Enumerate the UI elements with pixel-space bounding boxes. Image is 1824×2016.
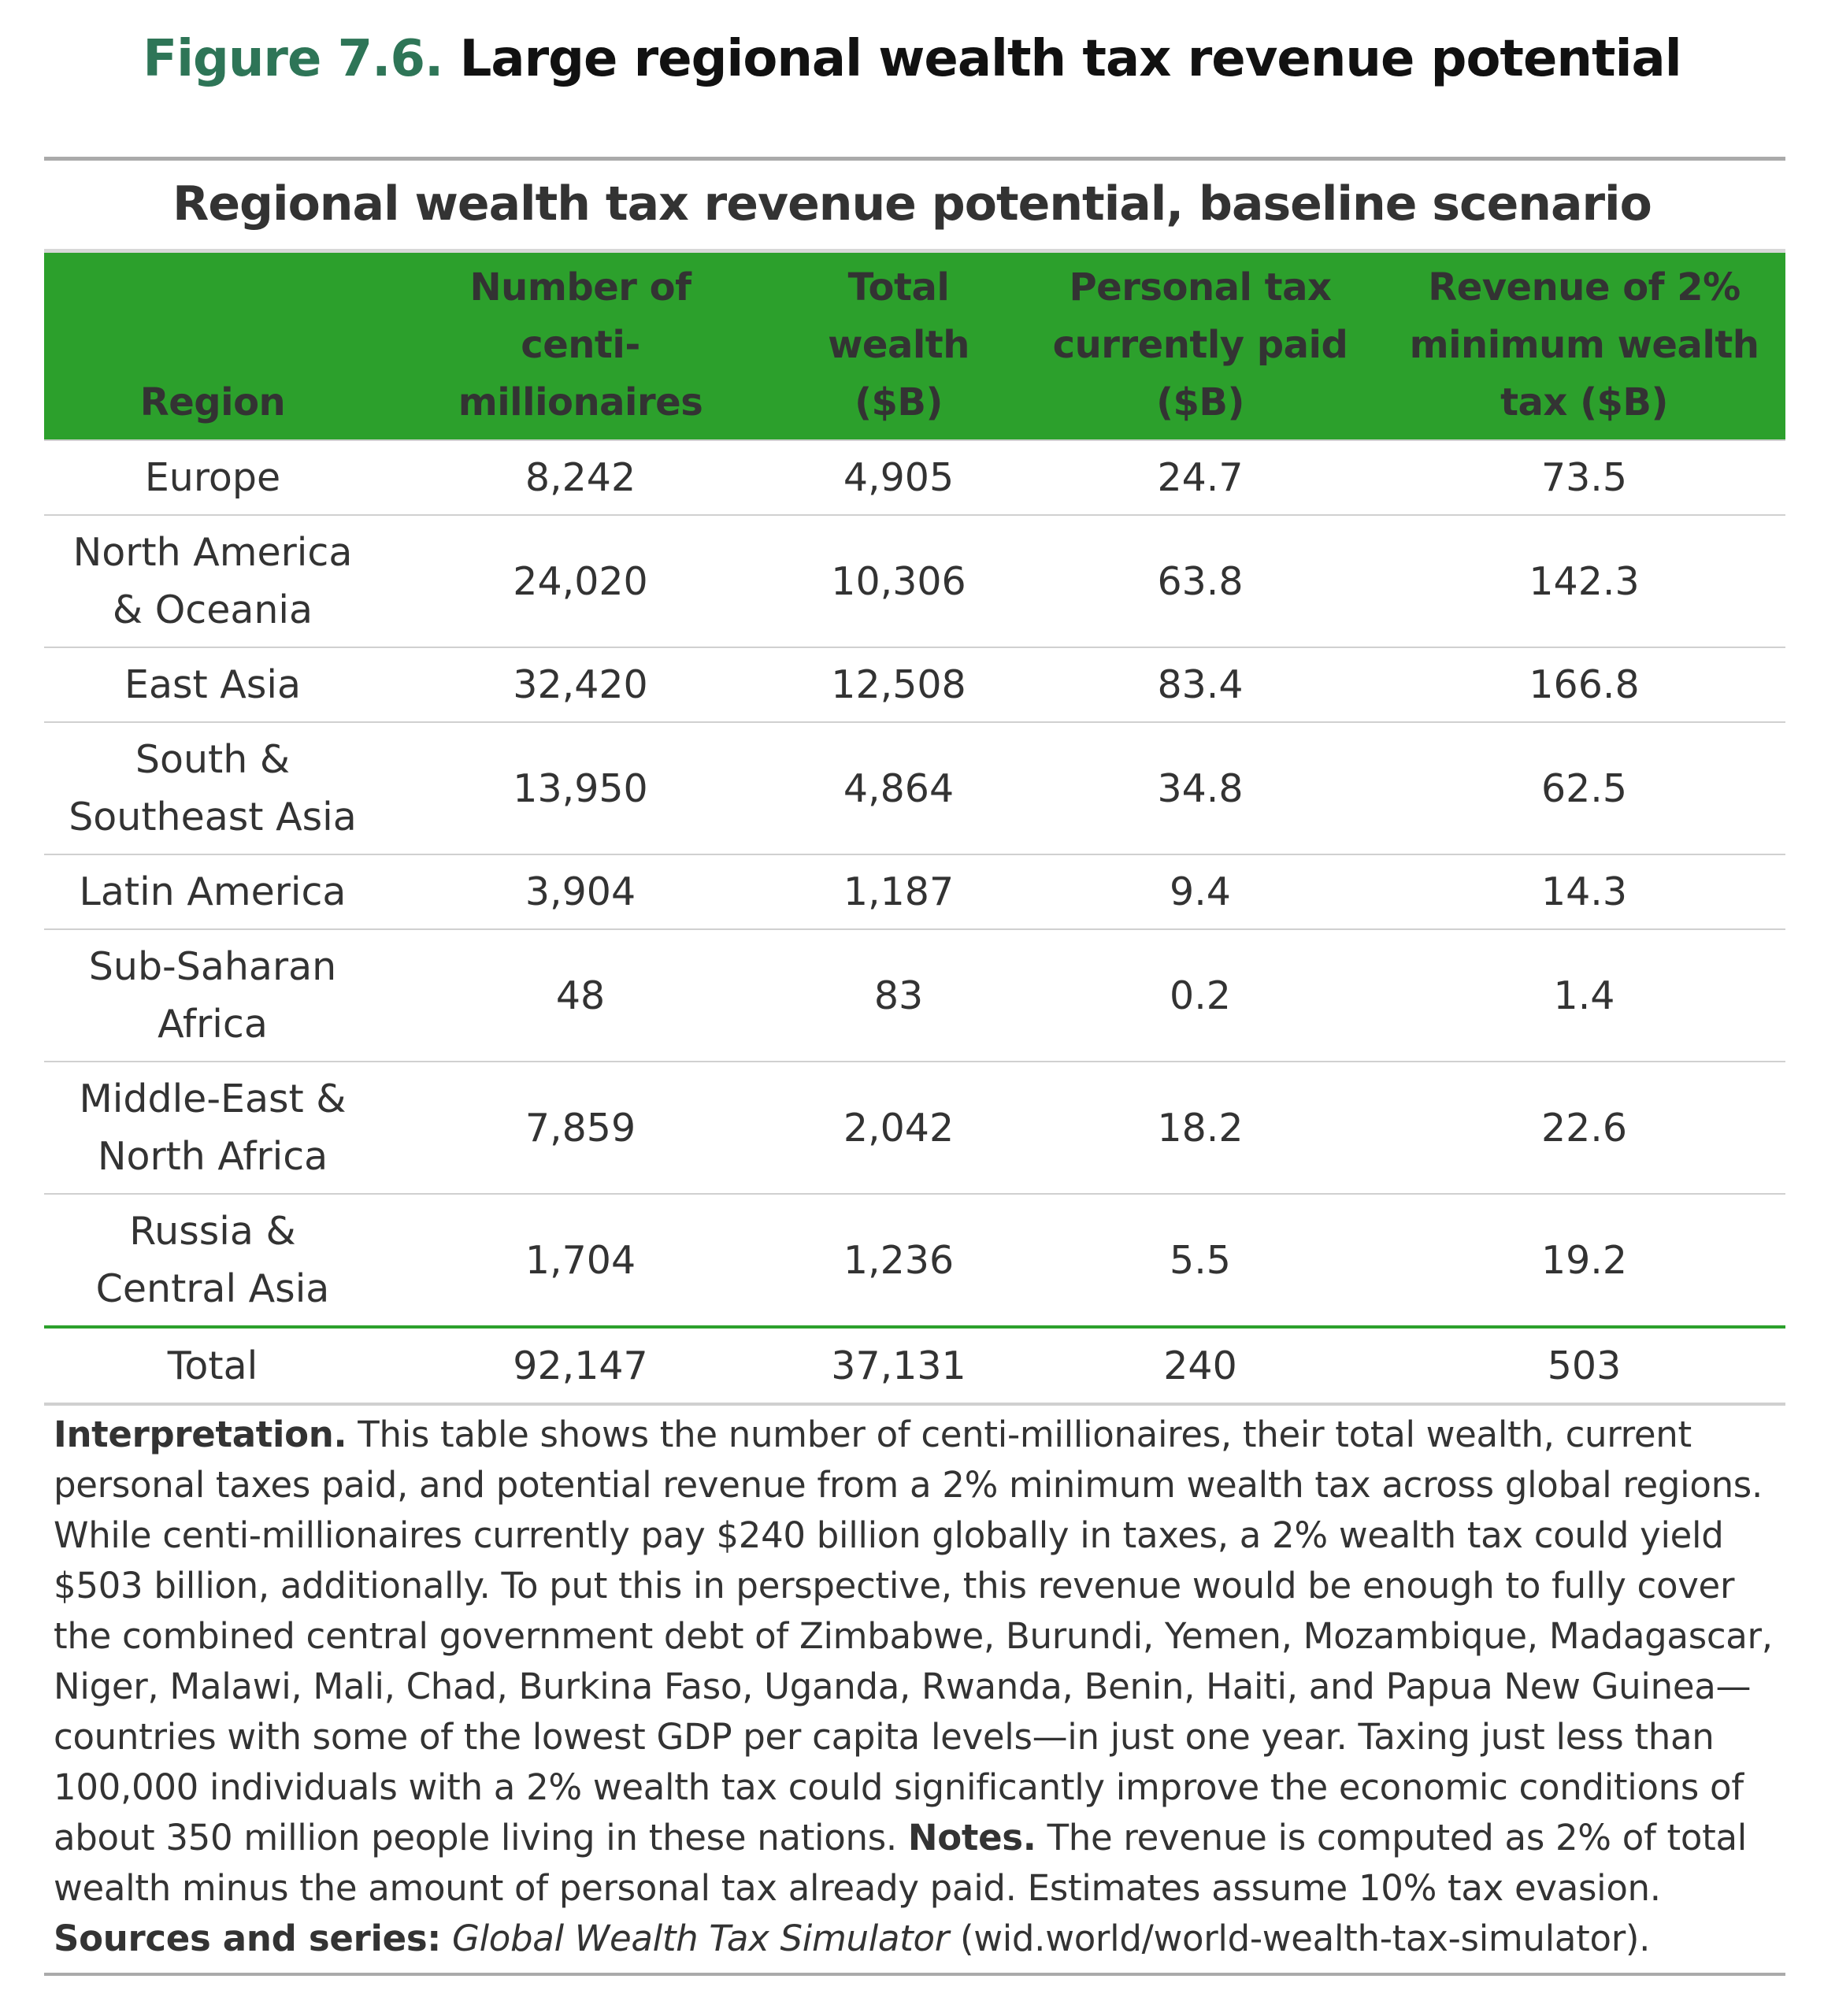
- revenue-cell: 62.5: [1383, 721, 1785, 854]
- table-header-row: Region Number of centi-millionaires Tota…: [44, 250, 1785, 440]
- tax-paid-cell: 9.4: [1018, 854, 1383, 929]
- revenue-cell: 14.3: [1383, 854, 1785, 929]
- region-cell: Europe: [44, 439, 381, 515]
- revenue-cell: 166.8: [1383, 647, 1785, 722]
- notes-paragraph: Interpretation. This table shows the num…: [54, 1410, 1790, 1964]
- tax-paid-cell: 83.4: [1018, 647, 1383, 722]
- centi-millionaires-cell: 7,859: [381, 1061, 780, 1194]
- region-cell: South & Southeast Asia: [44, 721, 381, 854]
- tax-paid-cell: 63.8: [1018, 514, 1383, 647]
- region-cell: Russia & Central Asia: [44, 1193, 381, 1327]
- figure-label: Figure 7.6.: [143, 30, 443, 88]
- column-header: Region: [139, 380, 286, 424]
- revenue-cell: 1.4: [1383, 928, 1785, 1062]
- table-row: Europe 8,242 4,905 24.7 73.5: [44, 439, 1785, 515]
- total-wealth-cell: 4,905: [780, 439, 1018, 515]
- notes-label: Notes.: [907, 1817, 1036, 1858]
- region-cell: North America & Oceania: [44, 514, 381, 647]
- table-row: Middle-East & North Africa 7,859 2,042 18.2…: [44, 1061, 1785, 1194]
- column-header: Personal tax currently paid ($B): [1052, 265, 1348, 424]
- centi-millionaires-cell: 1,704: [381, 1193, 780, 1327]
- tax-paid-cell: 240: [1018, 1325, 1383, 1406]
- interpretation-label: Interpretation.: [54, 1414, 347, 1455]
- centi-millionaires-cell: 92,147: [381, 1325, 780, 1406]
- table-row: East Asia 32,420 12,508 83.4 166.8: [44, 647, 1785, 722]
- top-divider: [44, 157, 1785, 161]
- interpretation-text: This table shows the number of centi-mil…: [54, 1414, 1773, 1858]
- region-cell: East Asia: [44, 647, 381, 722]
- tax-paid-cell: 5.5: [1018, 1193, 1383, 1327]
- table-row: Latin America 3,904 1,187 9.4 14.3: [44, 854, 1785, 929]
- centi-millionaires-cell: 8,242: [381, 439, 780, 515]
- bottom-divider: [44, 1973, 1785, 1976]
- table-row: Russia & Central Asia 1,704 1,236 5.5 19.2: [44, 1193, 1785, 1327]
- centi-millionaires-cell: 48: [381, 928, 780, 1062]
- total-row: Total 92,147 37,131 240 503: [44, 1325, 1785, 1406]
- total-wealth-cell: 4,864: [780, 721, 1018, 854]
- region-cell: Middle-East & North Africa: [44, 1061, 381, 1194]
- sources-label: Sources and series:: [54, 1918, 442, 1959]
- table-row: South & Southeast Asia 13,950 4,864 34.8 62.…: [44, 721, 1785, 854]
- revenue-cell: 503: [1383, 1325, 1785, 1406]
- revenue-cell: 19.2: [1383, 1193, 1785, 1327]
- sources-text: (wid.world/world-wealth-tax-simulator).: [948, 1918, 1651, 1959]
- region-cell: Sub-Saharan Africa: [44, 928, 381, 1062]
- tax-paid-cell: 24.7: [1018, 439, 1383, 515]
- centi-millionaires-cell: 32,420: [381, 647, 780, 722]
- centi-millionaires-cell: 24,020: [381, 514, 780, 647]
- region-cell: Latin America: [44, 854, 381, 929]
- tax-paid-cell: 34.8: [1018, 721, 1383, 854]
- table-subtitle: Regional wealth tax revenue potential, b…: [172, 176, 1652, 232]
- total-wealth-cell: 10,306: [780, 514, 1018, 647]
- centi-millionaires-cell: 3,904: [381, 854, 780, 929]
- tax-paid-cell: 0.2: [1018, 928, 1383, 1062]
- tax-paid-cell: 18.2: [1018, 1061, 1383, 1194]
- region-cell: Total: [44, 1325, 381, 1406]
- column-header: Number of centi-millionaires: [458, 265, 703, 424]
- wealth-tax-table: Region Number of centi-millionaires Tota…: [44, 249, 1785, 1406]
- total-wealth-cell: 12,508: [780, 647, 1018, 722]
- total-wealth-cell: 37,131: [780, 1325, 1018, 1406]
- total-wealth-cell: 1,236: [780, 1193, 1018, 1327]
- centi-millionaires-cell: 13,950: [381, 721, 780, 854]
- table-row: Sub-Saharan Africa 48 83 0.2 1.4: [44, 928, 1785, 1062]
- table-row: North America & Oceania 24,020 10,306 63.8 1…: [44, 514, 1785, 647]
- revenue-cell: 142.3: [1383, 514, 1785, 647]
- revenue-cell: 22.6: [1383, 1061, 1785, 1194]
- total-wealth-cell: 1,187: [780, 854, 1018, 929]
- total-wealth-cell: 2,042: [780, 1061, 1018, 1194]
- total-wealth-cell: 83: [780, 928, 1018, 1062]
- figure-title-text: Large regional wealth tax revenue potent…: [459, 30, 1682, 88]
- sources-title: Global Wealth Tax Simulator: [441, 1918, 949, 1959]
- revenue-cell: 73.5: [1383, 439, 1785, 515]
- notes-text: The revenue is computed as 2% of total w…: [54, 1817, 1747, 1909]
- figure-title: Figure 7.6. Large regional wealth tax re…: [0, 30, 1824, 88]
- column-header: Total wealth ($B): [828, 265, 969, 424]
- column-header: Revenue of 2% minimum wealth tax ($B): [1409, 265, 1759, 424]
